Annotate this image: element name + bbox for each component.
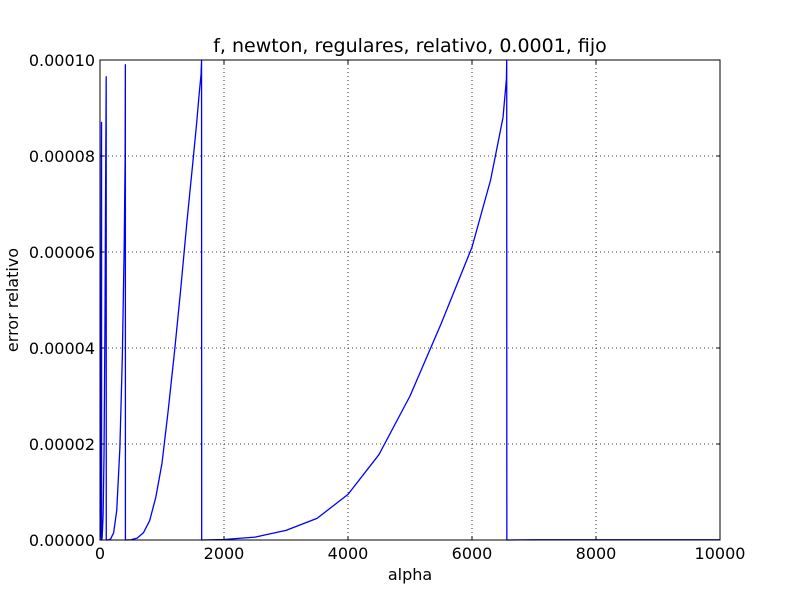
x-axis-label: alpha xyxy=(388,565,432,584)
x-tick-label: 8000 xyxy=(576,544,617,563)
x-tick-label: 10000 xyxy=(695,544,746,563)
chart-title: f, newton, regulares, relativo, 0.0001, … xyxy=(213,35,607,57)
x-tick-label: 2000 xyxy=(204,544,245,563)
plot-frame xyxy=(99,59,721,541)
y-tick-label: 0.00006 xyxy=(29,243,95,262)
y-tick-label: 0.00010 xyxy=(29,51,95,70)
y-axis-label: error relativo xyxy=(3,248,22,352)
y-tick-label: 0.00002 xyxy=(29,435,95,454)
y-tick-label: 0.00008 xyxy=(29,147,95,166)
y-tick-label: 0.00004 xyxy=(29,339,95,358)
x-tick-label: 4000 xyxy=(328,544,369,563)
plot-area: 0 2000 4000 6000 8000 10000 0.00000 0.00002 0.00… xyxy=(29,51,746,563)
series-line xyxy=(99,59,720,541)
y-tick-label: 0.00000 xyxy=(29,531,95,550)
x-tick-label: 6000 xyxy=(452,544,493,563)
x-tick-label: 0 xyxy=(95,544,105,563)
